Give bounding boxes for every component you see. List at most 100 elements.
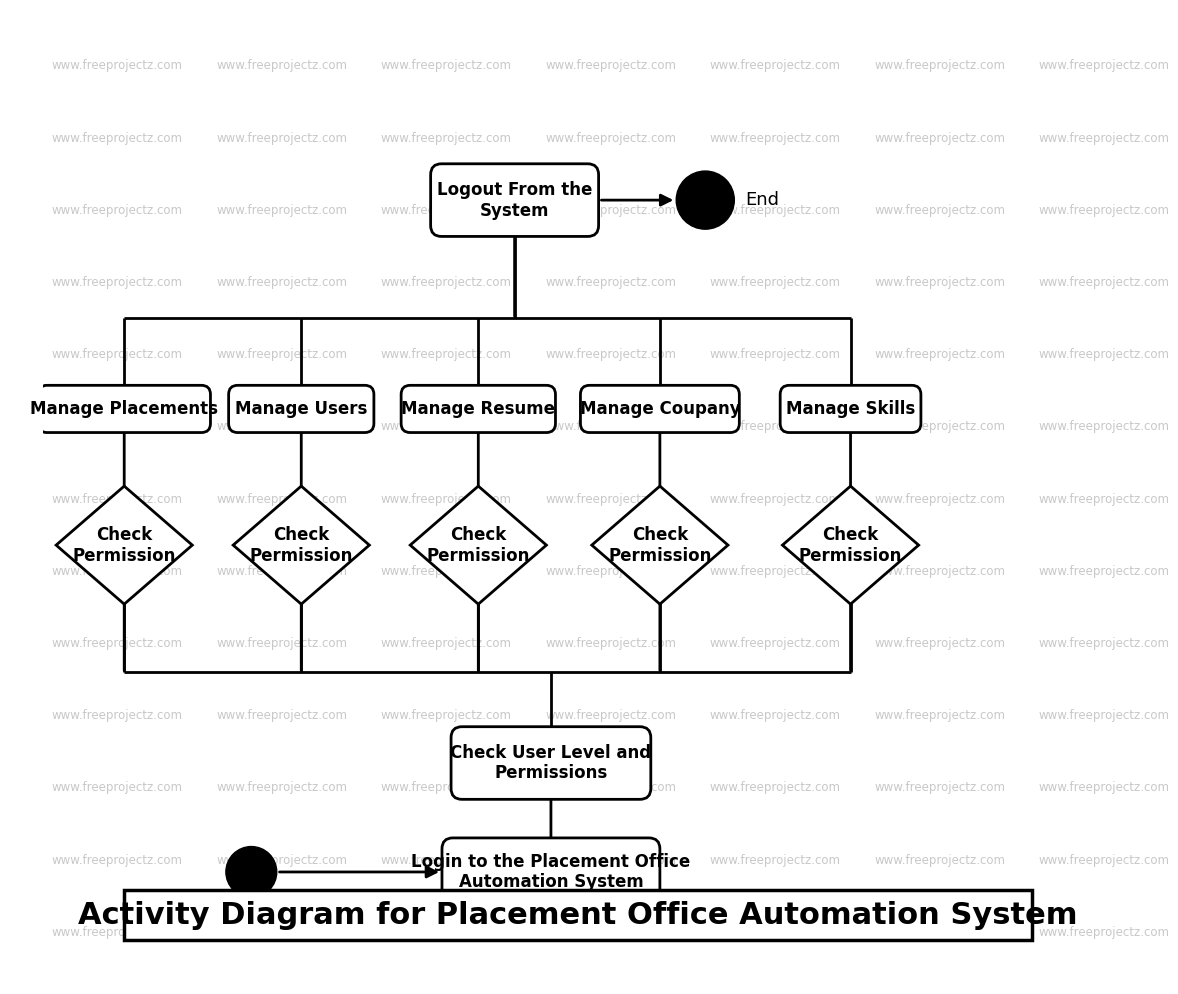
Text: www.freeprojectz.com: www.freeprojectz.com	[216, 925, 348, 938]
Text: www.freeprojectz.com: www.freeprojectz.com	[545, 276, 676, 289]
Text: www.freeprojectz.com: www.freeprojectz.com	[1039, 637, 1170, 650]
Text: www.freeprojectz.com: www.freeprojectz.com	[380, 565, 511, 578]
Text: www.freeprojectz.com: www.freeprojectz.com	[52, 276, 183, 289]
Text: www.freeprojectz.com: www.freeprojectz.com	[710, 60, 841, 73]
Polygon shape	[410, 486, 547, 604]
Text: www.freeprojectz.com: www.freeprojectz.com	[52, 565, 183, 578]
Polygon shape	[591, 486, 728, 604]
Text: www.freeprojectz.com: www.freeprojectz.com	[216, 420, 348, 433]
Text: www.freeprojectz.com: www.freeprojectz.com	[52, 781, 183, 794]
Text: www.freeprojectz.com: www.freeprojectz.com	[545, 854, 676, 867]
Text: www.freeprojectz.com: www.freeprojectz.com	[874, 854, 1005, 867]
Text: Check
Permission: Check Permission	[250, 526, 353, 565]
Text: www.freeprojectz.com: www.freeprojectz.com	[545, 204, 676, 217]
Text: Manage Users: Manage Users	[236, 400, 368, 417]
Text: Manage Skills: Manage Skills	[786, 400, 915, 417]
Text: www.freeprojectz.com: www.freeprojectz.com	[1039, 60, 1170, 73]
Text: www.freeprojectz.com: www.freeprojectz.com	[380, 204, 511, 217]
Text: www.freeprojectz.com: www.freeprojectz.com	[545, 131, 676, 144]
Text: www.freeprojectz.com: www.freeprojectz.com	[874, 709, 1005, 723]
Text: www.freeprojectz.com: www.freeprojectz.com	[52, 709, 183, 723]
Text: www.freeprojectz.com: www.freeprojectz.com	[1039, 493, 1170, 506]
Text: www.freeprojectz.com: www.freeprojectz.com	[1039, 420, 1170, 433]
Text: www.freeprojectz.com: www.freeprojectz.com	[216, 276, 348, 289]
Text: www.freeprojectz.com: www.freeprojectz.com	[1039, 925, 1170, 938]
Text: www.freeprojectz.com: www.freeprojectz.com	[710, 204, 841, 217]
Text: www.freeprojectz.com: www.freeprojectz.com	[710, 131, 841, 144]
Text: www.freeprojectz.com: www.freeprojectz.com	[710, 709, 841, 723]
Text: www.freeprojectz.com: www.freeprojectz.com	[545, 348, 676, 361]
Text: www.freeprojectz.com: www.freeprojectz.com	[1039, 709, 1170, 723]
Text: www.freeprojectz.com: www.freeprojectz.com	[874, 493, 1005, 506]
Text: www.freeprojectz.com: www.freeprojectz.com	[874, 420, 1005, 433]
Text: www.freeprojectz.com: www.freeprojectz.com	[874, 276, 1005, 289]
Text: Check
Permission: Check Permission	[799, 526, 902, 565]
Text: www.freeprojectz.com: www.freeprojectz.com	[874, 637, 1005, 650]
Text: www.freeprojectz.com: www.freeprojectz.com	[545, 781, 676, 794]
Text: www.freeprojectz.com: www.freeprojectz.com	[1039, 781, 1170, 794]
Polygon shape	[782, 486, 919, 604]
Text: www.freeprojectz.com: www.freeprojectz.com	[710, 348, 841, 361]
Text: www.freeprojectz.com: www.freeprojectz.com	[380, 637, 511, 650]
Text: Check
Permission: Check Permission	[73, 526, 176, 565]
Circle shape	[676, 171, 734, 230]
Text: www.freeprojectz.com: www.freeprojectz.com	[1039, 204, 1170, 217]
Text: www.freeprojectz.com: www.freeprojectz.com	[710, 781, 841, 794]
Text: www.freeprojectz.com: www.freeprojectz.com	[52, 204, 183, 217]
Text: www.freeprojectz.com: www.freeprojectz.com	[710, 925, 841, 938]
Text: www.freeprojectz.com: www.freeprojectz.com	[216, 493, 348, 506]
Text: www.freeprojectz.com: www.freeprojectz.com	[216, 709, 348, 723]
Text: Manage Resume: Manage Resume	[402, 400, 555, 417]
Text: www.freeprojectz.com: www.freeprojectz.com	[545, 493, 676, 506]
Text: End: End	[746, 191, 779, 209]
Text: www.freeprojectz.com: www.freeprojectz.com	[216, 565, 348, 578]
Text: www.freeprojectz.com: www.freeprojectz.com	[710, 854, 841, 867]
Text: www.freeprojectz.com: www.freeprojectz.com	[52, 420, 183, 433]
FancyBboxPatch shape	[780, 386, 921, 432]
Text: www.freeprojectz.com: www.freeprojectz.com	[216, 348, 348, 361]
Text: Activity Diagram for Placement Office Automation System: Activity Diagram for Placement Office Au…	[79, 901, 1078, 930]
Text: www.freeprojectz.com: www.freeprojectz.com	[216, 204, 348, 217]
Text: www.freeprojectz.com: www.freeprojectz.com	[52, 348, 183, 361]
Bar	[124, 890, 1032, 940]
Text: www.freeprojectz.com: www.freeprojectz.com	[874, 925, 1005, 938]
Text: www.freeprojectz.com: www.freeprojectz.com	[380, 276, 511, 289]
Text: www.freeprojectz.com: www.freeprojectz.com	[380, 709, 511, 723]
Text: www.freeprojectz.com: www.freeprojectz.com	[52, 493, 183, 506]
Text: www.freeprojectz.com: www.freeprojectz.com	[52, 854, 183, 867]
Text: Check
Permission: Check Permission	[426, 526, 530, 565]
Text: www.freeprojectz.com: www.freeprojectz.com	[380, 493, 511, 506]
FancyBboxPatch shape	[38, 386, 211, 432]
Text: Check User Level and
Permissions: Check User Level and Permissions	[450, 744, 651, 782]
Text: www.freeprojectz.com: www.freeprojectz.com	[710, 637, 841, 650]
Text: www.freeprojectz.com: www.freeprojectz.com	[874, 131, 1005, 144]
Text: www.freeprojectz.com: www.freeprojectz.com	[52, 60, 183, 73]
Text: www.freeprojectz.com: www.freeprojectz.com	[380, 60, 511, 73]
Polygon shape	[233, 486, 370, 604]
FancyBboxPatch shape	[431, 164, 598, 237]
Text: www.freeprojectz.com: www.freeprojectz.com	[1039, 131, 1170, 144]
Text: www.freeprojectz.com: www.freeprojectz.com	[216, 60, 348, 73]
Text: www.freeprojectz.com: www.freeprojectz.com	[545, 925, 676, 938]
Text: Manage Placements: Manage Placements	[31, 400, 218, 417]
FancyBboxPatch shape	[581, 386, 740, 432]
FancyBboxPatch shape	[451, 727, 650, 799]
Text: www.freeprojectz.com: www.freeprojectz.com	[1039, 854, 1170, 867]
Text: Check
Permission: Check Permission	[608, 526, 712, 565]
Text: www.freeprojectz.com: www.freeprojectz.com	[874, 348, 1005, 361]
Text: www.freeprojectz.com: www.freeprojectz.com	[874, 781, 1005, 794]
Polygon shape	[57, 486, 192, 604]
Text: www.freeprojectz.com: www.freeprojectz.com	[545, 565, 676, 578]
Text: www.freeprojectz.com: www.freeprojectz.com	[216, 637, 348, 650]
Text: Login to the Placement Office
Automation System: Login to the Placement Office Automation…	[411, 853, 690, 892]
Text: www.freeprojectz.com: www.freeprojectz.com	[216, 781, 348, 794]
Text: Manage Coupany: Manage Coupany	[580, 400, 740, 417]
Text: www.freeprojectz.com: www.freeprojectz.com	[710, 276, 841, 289]
FancyBboxPatch shape	[229, 386, 373, 432]
Text: www.freeprojectz.com: www.freeprojectz.com	[1039, 276, 1170, 289]
Text: www.freeprojectz.com: www.freeprojectz.com	[52, 637, 183, 650]
Text: www.freeprojectz.com: www.freeprojectz.com	[380, 925, 511, 938]
Text: www.freeprojectz.com: www.freeprojectz.com	[545, 637, 676, 650]
Text: www.freeprojectz.com: www.freeprojectz.com	[380, 348, 511, 361]
Text: www.freeprojectz.com: www.freeprojectz.com	[52, 925, 183, 938]
